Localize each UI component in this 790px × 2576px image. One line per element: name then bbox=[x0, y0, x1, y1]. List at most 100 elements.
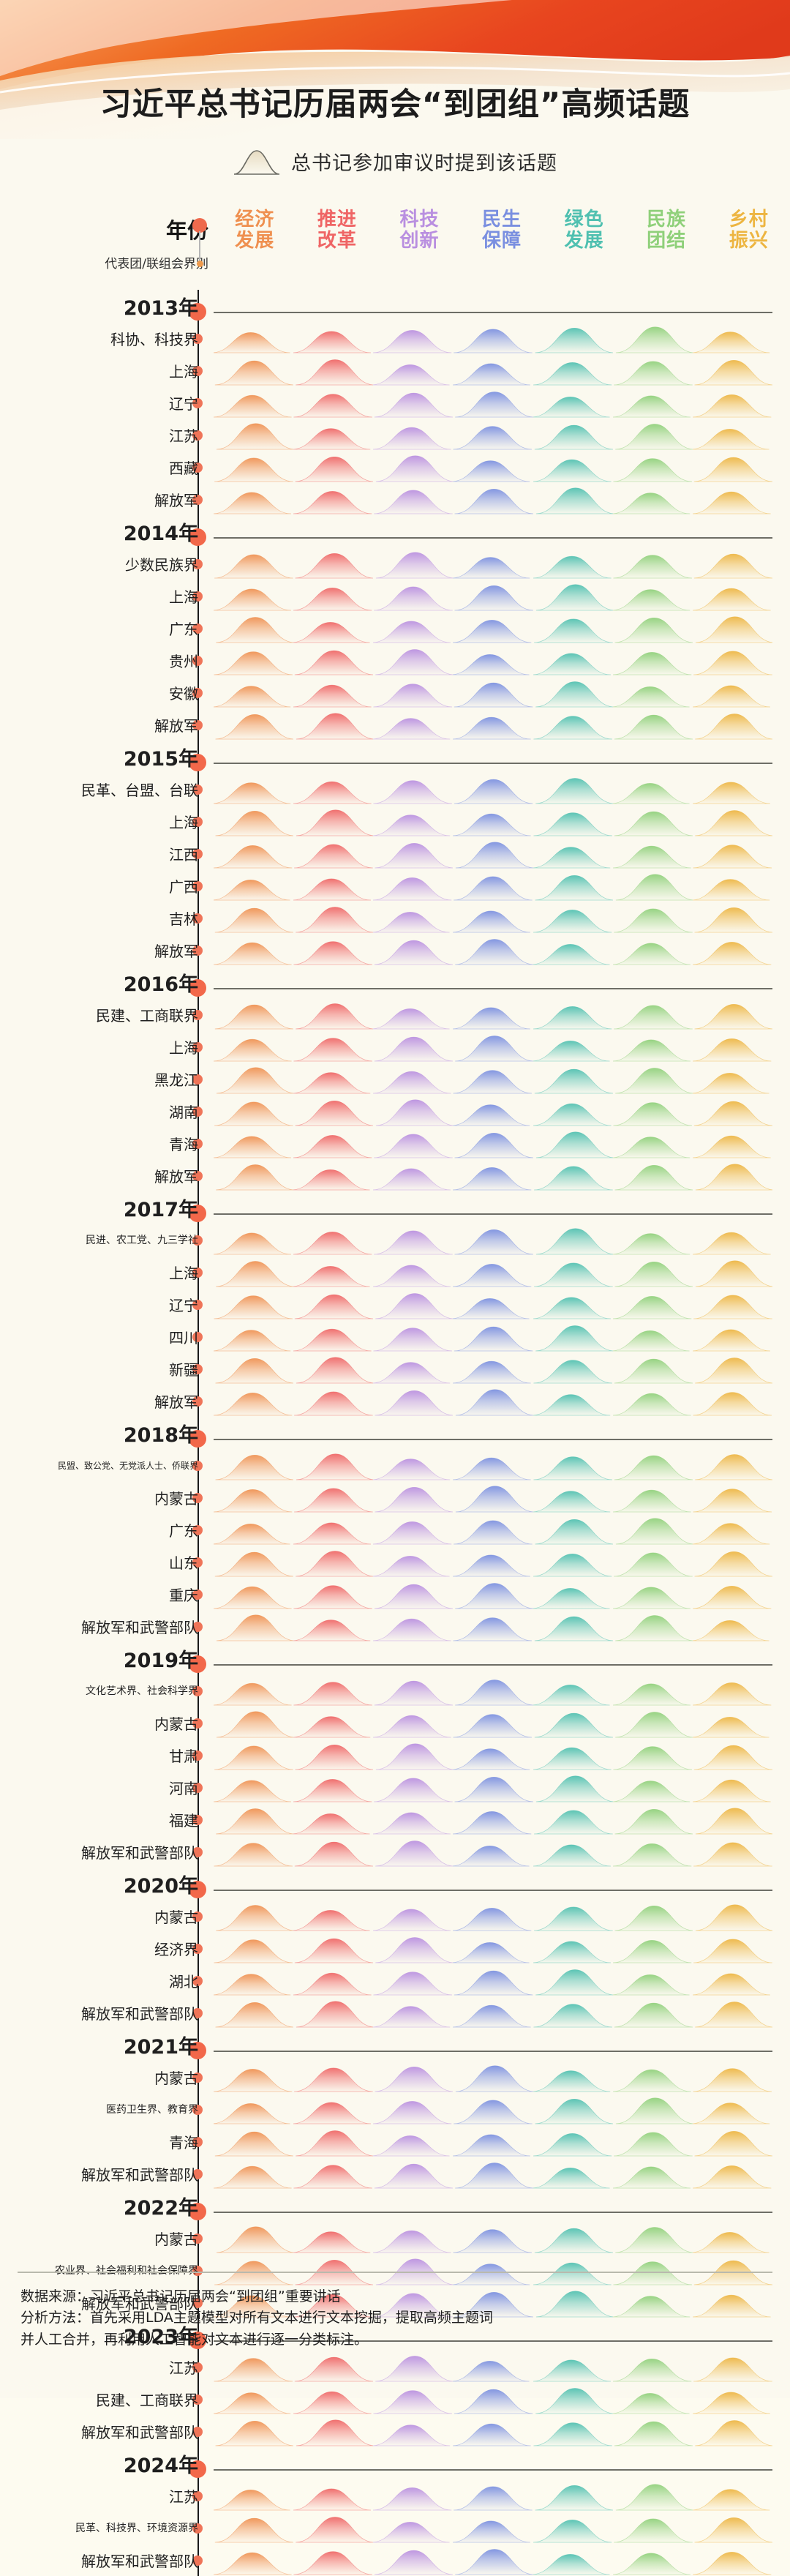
topic-cell-minzu[interactable] bbox=[612, 837, 693, 869]
topic-cell-gaige[interactable] bbox=[293, 1739, 374, 1771]
topic-cell-minsheng[interactable] bbox=[453, 2125, 533, 2157]
topic-cell-gaige[interactable] bbox=[293, 483, 373, 515]
group-row[interactable]: 解放军 bbox=[0, 708, 790, 741]
topic-cell-xiangcun[interactable] bbox=[692, 2383, 772, 2415]
group-row[interactable]: 解放军和武警部队 bbox=[0, 1996, 790, 2029]
topic-cell-xiangcun[interactable] bbox=[692, 2157, 772, 2190]
topic-cell-minsheng[interactable] bbox=[453, 837, 533, 869]
topic-cell-minsheng[interactable] bbox=[453, 2254, 533, 2286]
topic-cell-lvse[interactable] bbox=[533, 1224, 613, 1256]
group-row[interactable]: 民建、工商联界 bbox=[0, 998, 790, 1030]
topic-cell-gaige[interactable] bbox=[293, 1707, 373, 1739]
topic-cell-lvse[interactable] bbox=[533, 998, 613, 1030]
topic-cell-minsheng[interactable] bbox=[453, 451, 533, 483]
topic-cell-keji[interactable] bbox=[373, 1578, 454, 1610]
topic-cell-minzu[interactable] bbox=[613, 354, 693, 386]
topic-cell-keji[interactable] bbox=[373, 1224, 453, 1256]
topic-cell-jingji[interactable] bbox=[214, 1352, 294, 1385]
topic-cell-jingji[interactable] bbox=[214, 1674, 293, 1707]
topic-cell-minzu[interactable] bbox=[613, 902, 693, 934]
topic-cell-keji[interactable] bbox=[373, 1288, 454, 1320]
topic-cell-xiangcun[interactable] bbox=[693, 1996, 772, 2029]
group-row[interactable]: 江西 bbox=[0, 837, 790, 869]
topic-cell-xiangcun[interactable] bbox=[692, 1063, 772, 1095]
topic-cell-jingji[interactable] bbox=[214, 1932, 293, 1964]
year-row[interactable]: 2016年 bbox=[0, 966, 790, 998]
topic-cell-lvse[interactable] bbox=[533, 902, 613, 934]
topic-cell-minzu[interactable] bbox=[612, 644, 693, 676]
topic-cell-minsheng[interactable] bbox=[453, 1095, 533, 1127]
topic-cell-gaige[interactable] bbox=[293, 1513, 373, 1546]
topic-cell-minsheng[interactable] bbox=[453, 1352, 533, 1385]
topic-cell-keji[interactable] bbox=[373, 2286, 453, 2318]
topic-cell-jingji[interactable] bbox=[214, 354, 294, 386]
topic-cell-minzu[interactable] bbox=[612, 1578, 693, 1610]
topic-cell-jingji[interactable] bbox=[214, 2383, 293, 2415]
topic-cell-lvse[interactable] bbox=[533, 1449, 613, 1481]
topic-cell-xiangcun[interactable] bbox=[692, 1674, 772, 1707]
topic-cell-lvse[interactable] bbox=[533, 2544, 613, 2576]
topic-cell-minsheng[interactable] bbox=[453, 2093, 533, 2125]
topic-cell-minsheng[interactable] bbox=[453, 386, 533, 419]
topic-cell-minsheng[interactable] bbox=[453, 2512, 533, 2544]
topic-cell-lvse[interactable] bbox=[533, 1546, 613, 1578]
topic-cell-keji[interactable] bbox=[373, 805, 453, 837]
topic-cell-lvse[interactable] bbox=[533, 1385, 613, 1417]
topic-cell-lvse[interactable] bbox=[533, 1320, 613, 1352]
group-row[interactable]: 解放军和武警部队 bbox=[0, 2544, 790, 2576]
group-row[interactable]: 辽宁 bbox=[0, 386, 790, 419]
group-row[interactable]: 内蒙古 bbox=[0, 2061, 790, 2093]
topic-cell-gaige[interactable] bbox=[293, 2479, 373, 2512]
group-row[interactable]: 广西 bbox=[0, 869, 790, 902]
group-row[interactable]: 福建 bbox=[0, 1803, 790, 1835]
topic-cell-keji[interactable] bbox=[373, 1803, 453, 1835]
topic-cell-minsheng[interactable] bbox=[453, 2479, 533, 2512]
topic-cell-xiangcun[interactable] bbox=[693, 1449, 772, 1481]
topic-cell-gaige[interactable] bbox=[293, 2125, 374, 2157]
topic-cell-lvse[interactable] bbox=[533, 1674, 613, 1707]
topic-cell-jingji[interactable] bbox=[214, 1256, 294, 1288]
topic-cell-minzu[interactable] bbox=[613, 419, 693, 451]
topic-cell-jingji[interactable] bbox=[214, 322, 293, 354]
topic-cell-minzu[interactable] bbox=[612, 2061, 693, 2093]
topic-cell-lvse[interactable] bbox=[533, 934, 613, 966]
topic-cell-xiangcun[interactable] bbox=[693, 1095, 772, 1127]
year-row[interactable]: 2018年 bbox=[0, 1417, 790, 1449]
topic-cell-minsheng[interactable] bbox=[453, 1578, 533, 1610]
topic-cell-keji[interactable] bbox=[373, 1739, 454, 1771]
topic-cell-keji[interactable] bbox=[373, 1546, 453, 1578]
topic-cell-lvse[interactable] bbox=[533, 2061, 613, 2093]
topic-cell-gaige[interactable] bbox=[293, 2061, 373, 2093]
topic-cell-keji[interactable] bbox=[373, 1610, 453, 1642]
topic-cell-keji[interactable] bbox=[373, 419, 453, 451]
topic-cell-xiangcun[interactable] bbox=[692, 934, 772, 966]
topic-cell-gaige[interactable] bbox=[293, 902, 374, 934]
topic-cell-gaige[interactable] bbox=[293, 2415, 374, 2447]
group-row[interactable]: 解放军 bbox=[0, 1159, 790, 1191]
topic-cell-minzu[interactable] bbox=[612, 934, 693, 966]
group-row[interactable]: 民进、农工党、九三学社 bbox=[0, 1224, 790, 1256]
topic-cell-xiangcun[interactable] bbox=[693, 837, 772, 869]
group-row[interactable]: 医药卫生界、教育界 bbox=[0, 2093, 790, 2125]
topic-cell-minsheng[interactable] bbox=[453, 1159, 533, 1191]
topic-cell-xiangcun[interactable] bbox=[692, 386, 772, 419]
topic-cell-gaige[interactable] bbox=[293, 1610, 373, 1642]
group-row[interactable]: 湖北 bbox=[0, 1964, 790, 1996]
topic-cell-gaige[interactable] bbox=[293, 1771, 373, 1803]
group-row[interactable]: 上海 bbox=[0, 354, 790, 386]
topic-cell-minzu[interactable] bbox=[613, 2254, 693, 2286]
topic-cell-jingji[interactable] bbox=[214, 2093, 293, 2125]
group-row[interactable]: 内蒙古 bbox=[0, 1481, 790, 1513]
group-row[interactable]: 吉林 bbox=[0, 902, 790, 934]
topic-cell-minzu[interactable] bbox=[613, 1449, 693, 1481]
topic-cell-xiangcun[interactable] bbox=[693, 1385, 772, 1417]
topic-cell-lvse[interactable] bbox=[533, 837, 613, 869]
topic-cell-lvse[interactable] bbox=[533, 676, 613, 708]
topic-cell-lvse[interactable] bbox=[533, 1996, 613, 2029]
topic-cell-jingji[interactable] bbox=[214, 2512, 294, 2544]
group-row[interactable]: 农业界、社会福利和社会保障界 bbox=[0, 2254, 790, 2286]
topic-cell-minzu[interactable] bbox=[613, 1707, 693, 1739]
topic-cell-xiangcun[interactable] bbox=[692, 2093, 772, 2125]
topic-cell-gaige[interactable] bbox=[293, 934, 373, 966]
topic-cell-minzu[interactable] bbox=[612, 2286, 693, 2318]
